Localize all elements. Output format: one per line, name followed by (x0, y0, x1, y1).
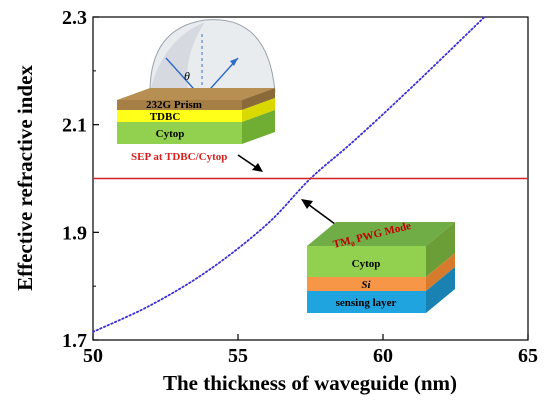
y-tick-label: 2.1 (62, 115, 87, 137)
y-tick-label: 1.7 (62, 330, 87, 352)
inset-waveguide-structure: TM0 PWG Mode Cytop Si sensing layer (307, 220, 455, 313)
cytop-top-face (307, 222, 455, 246)
prism-slab-top (117, 88, 275, 100)
si-label: Si (361, 279, 371, 291)
cytop-front (307, 246, 426, 277)
mode-arrowhead (301, 199, 313, 209)
theta-symbol: θ (184, 69, 190, 83)
cytop-bottom-label: Cytop (352, 258, 381, 270)
cytop-label: Cytop (156, 128, 185, 140)
mode-label-main: TM (332, 235, 353, 251)
prism-dome-shade (150, 22, 205, 100)
si-side (426, 253, 455, 291)
series-line-tm0-mode (92, 16, 486, 333)
x-axis-ticks: 50 55 60 65 (83, 334, 538, 367)
reflected-ray-arrowhead (230, 58, 238, 66)
tdbc-label: TDBC (150, 111, 181, 123)
y-axis-title: Effective refractive index (13, 65, 37, 291)
si-front (307, 277, 426, 291)
inset-prism-structure: θ 232G Prism TDBC Cytop (117, 19, 276, 144)
x-tick-label: 50 (83, 345, 103, 367)
y-axis-ticks: 1.7 1.9 2.1 2.3 (62, 7, 99, 352)
cytop-side (426, 222, 455, 277)
cytop-layer-side (242, 110, 275, 144)
cytop-layer (117, 122, 242, 144)
sensing-front (307, 291, 426, 313)
sep-arrowhead (252, 163, 263, 172)
mode-label-sub: 0 (350, 240, 356, 249)
prism-layer-side (242, 88, 275, 110)
x-axis-title: The thickness of waveguide (nm) (163, 371, 457, 395)
sensing-layer-label: sensing layer (336, 297, 397, 309)
x-tick-label: 65 (518, 345, 538, 367)
x-tick-label: 60 (373, 345, 393, 367)
prism-label: 232G Prism (146, 99, 202, 111)
prism-layer (117, 100, 242, 110)
sep-annotation: SEP at TDBC/Cytop (131, 151, 227, 163)
y-tick-label: 1.9 (62, 222, 87, 244)
sensing-side (426, 267, 455, 313)
mode-arrow (304, 201, 336, 225)
y-tick-label: 2.3 (62, 7, 87, 29)
tdbc-layer-side (242, 98, 275, 122)
x-tick-label: 55 (228, 345, 248, 367)
series-layer (92, 16, 528, 333)
tdbc-layer (117, 110, 242, 122)
